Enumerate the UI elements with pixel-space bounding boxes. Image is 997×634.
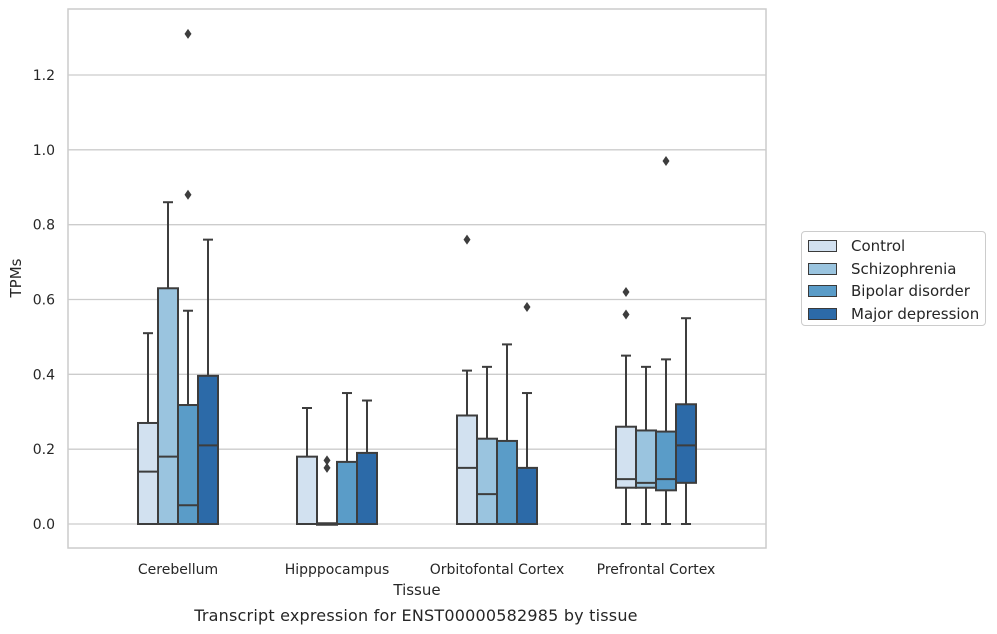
box-schizophrenia — [476, 365, 498, 525]
box-body — [336, 460, 358, 526]
outlier-point — [323, 462, 331, 473]
box-major-depression — [197, 238, 219, 525]
box-schizophrenia — [157, 201, 179, 525]
x-tick-label: Cerebellum — [138, 562, 218, 578]
x-tick-label: Orbitofontal Cortex — [430, 562, 565, 578]
box-body — [635, 429, 657, 489]
legend-label: Major depression — [851, 304, 980, 323]
y-tick-labels: 0.0 0.2 0.4 0.6 0.8 1.0 1.2 — [33, 68, 55, 533]
box-body — [456, 414, 478, 525]
x-tick-label: Hipppocampus — [285, 562, 390, 578]
box-schizophrenia — [316, 455, 338, 526]
box-body — [356, 451, 378, 525]
y-tick-label: 0.4 — [33, 367, 55, 383]
box-body — [476, 437, 498, 525]
legend-swatch — [808, 307, 837, 320]
outlier-point — [622, 287, 630, 298]
legend-swatch — [808, 240, 837, 253]
box-body — [516, 466, 538, 525]
box-body — [157, 287, 179, 525]
box-control — [137, 332, 159, 526]
y-tick-label: 1.2 — [33, 68, 55, 84]
legend-label: Control — [851, 237, 906, 256]
outlier-point — [184, 189, 192, 200]
legend: Control Schizophrenia Bipolar disorder Majo… — [801, 231, 986, 326]
box-body — [197, 374, 219, 525]
box-bipolar-disorder — [177, 28, 199, 526]
y-tick-label: 1.0 — [33, 143, 55, 159]
legend-label: Bipolar disorder — [851, 282, 970, 301]
box-bipolar-disorder — [336, 392, 358, 526]
legend-swatch — [808, 262, 837, 275]
outlier-point — [323, 455, 331, 466]
y-axis-label: TPMs — [7, 258, 25, 298]
box-major-depression — [675, 317, 697, 525]
box-body — [496, 439, 518, 525]
outlier-point — [463, 234, 471, 245]
box-bipolar-disorder — [496, 343, 518, 525]
legend-item: Schizophrenia — [808, 258, 985, 281]
box-control — [296, 407, 318, 525]
box-control — [456, 234, 478, 525]
outlier-point — [184, 28, 192, 39]
y-tick-label: 0.8 — [33, 218, 55, 234]
box-body — [137, 421, 159, 526]
y-tick-label: 0.6 — [33, 293, 55, 309]
box-bipolar-disorder — [655, 156, 677, 525]
x-axis-label: Tissue — [392, 581, 440, 599]
box-body — [655, 430, 677, 492]
x-tick-labels: Cerebellum Hipppocampus Orbitofontal Corte… — [138, 562, 715, 578]
box-schizophrenia — [635, 365, 657, 525]
legend-swatch — [808, 285, 837, 298]
outlier-point — [622, 309, 630, 320]
x-tick-label: Prefrontal Cortex — [597, 562, 716, 578]
y-tick-label: 0.0 — [33, 517, 55, 533]
legend-item: Bipolar disorder — [808, 280, 985, 303]
legend-item: Major depression — [808, 303, 985, 326]
outlier-point — [662, 156, 670, 167]
plot-frame — [67, 8, 767, 549]
box-body — [675, 403, 697, 484]
box-major-depression — [516, 301, 538, 525]
box-body — [296, 455, 318, 525]
figure-caption: Transcript expression for ENST0000058298… — [194, 606, 638, 625]
box-control — [615, 287, 637, 525]
y-tick-label: 0.2 — [33, 442, 55, 458]
box-major-depression — [356, 399, 378, 525]
outlier-point — [523, 301, 531, 312]
legend-item: Control — [808, 235, 985, 258]
boxes — [137, 28, 697, 526]
legend-label: Schizophrenia — [851, 259, 957, 278]
